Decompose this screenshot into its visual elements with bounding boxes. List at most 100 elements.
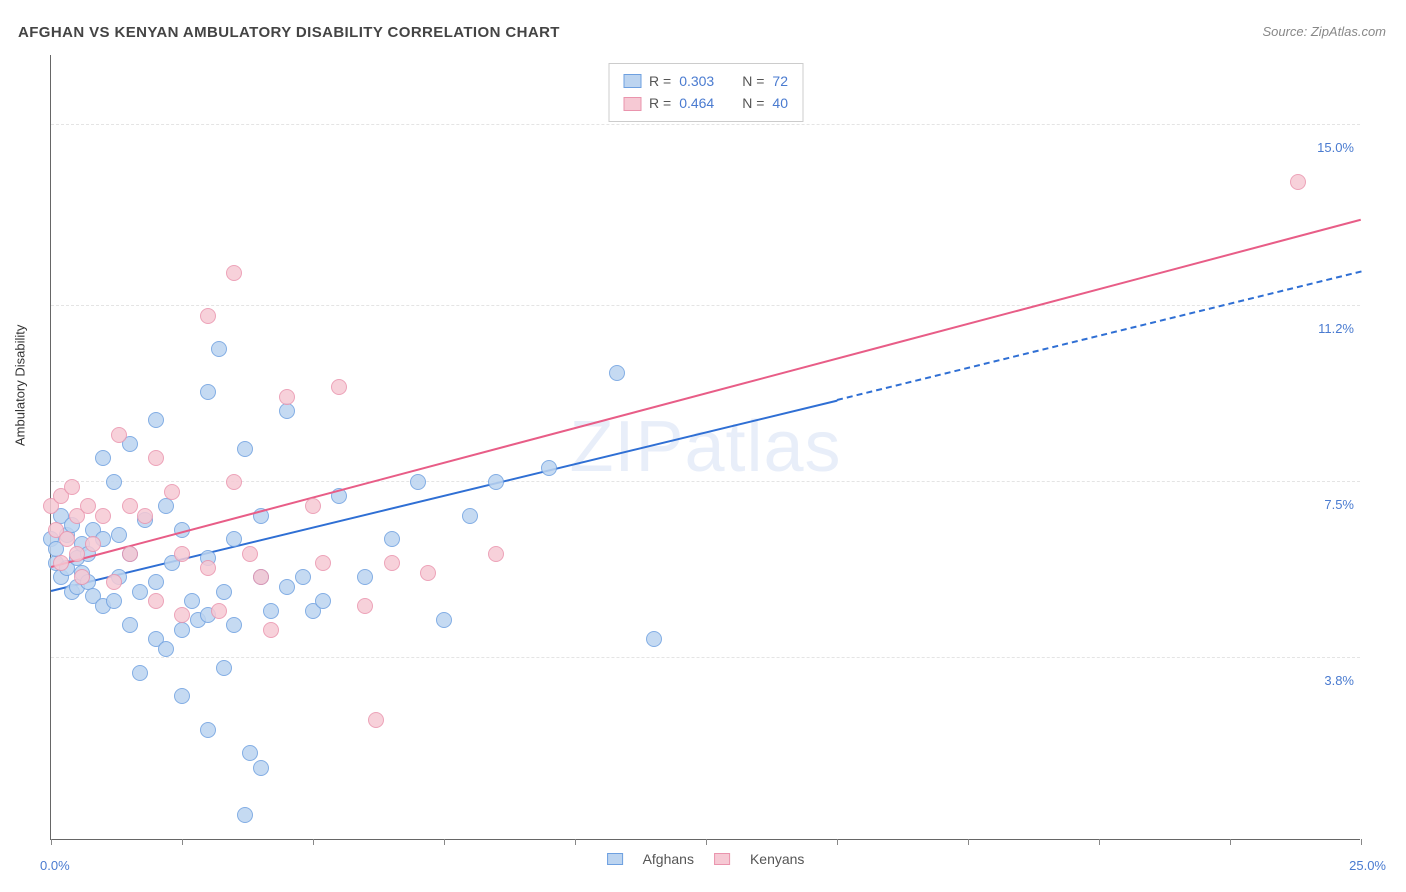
x-tick	[444, 839, 445, 845]
data-point	[80, 498, 96, 514]
data-point	[305, 498, 321, 514]
y-axis-label: Ambulatory Disability	[13, 325, 28, 446]
legend-n-key: N =	[742, 70, 764, 92]
legend-row: R =0.464N =40	[623, 92, 788, 114]
data-point	[200, 722, 216, 738]
x-tick	[313, 839, 314, 845]
data-point	[226, 617, 242, 633]
data-point	[253, 760, 269, 776]
data-point	[279, 403, 295, 419]
data-point	[106, 593, 122, 609]
chart-title: AFGHAN VS KENYAN AMBULATORY DISABILITY C…	[18, 24, 560, 41]
correlation-legend: R =0.303N =72R = 0.464 N = 40	[608, 63, 803, 122]
data-point	[148, 412, 164, 428]
data-point	[85, 536, 101, 552]
data-point	[211, 603, 227, 619]
data-point	[64, 479, 80, 495]
data-point	[242, 546, 258, 562]
data-point	[315, 593, 331, 609]
data-point	[200, 560, 216, 576]
gridline	[51, 657, 1360, 658]
data-point	[137, 508, 153, 524]
data-point	[174, 622, 190, 638]
data-point	[237, 807, 253, 823]
legend-swatch	[607, 853, 623, 865]
x-tick	[575, 839, 576, 845]
x-tick	[1361, 839, 1362, 845]
data-point	[148, 574, 164, 590]
data-point	[106, 474, 122, 490]
data-point	[74, 569, 90, 585]
data-point	[242, 745, 258, 761]
data-point	[174, 546, 190, 562]
data-point	[263, 603, 279, 619]
data-point	[174, 607, 190, 623]
data-point	[226, 531, 242, 547]
x-tick	[51, 839, 52, 845]
data-point	[237, 441, 253, 457]
data-point	[122, 498, 138, 514]
data-point	[174, 688, 190, 704]
data-point	[95, 450, 111, 466]
data-point	[436, 612, 452, 628]
data-point	[384, 555, 400, 571]
legend-label: Afghans	[643, 851, 694, 867]
x-tick	[182, 839, 183, 845]
chart-container: AFGHAN VS KENYAN AMBULATORY DISABILITY C…	[0, 0, 1406, 892]
data-point	[331, 379, 347, 395]
x-tick	[968, 839, 969, 845]
data-point	[111, 427, 127, 443]
data-point	[53, 555, 69, 571]
data-point	[357, 598, 373, 614]
data-point	[357, 569, 373, 585]
data-point	[184, 593, 200, 609]
legend-row: R =0.303N =72	[623, 70, 788, 92]
data-point	[488, 546, 504, 562]
data-point	[132, 665, 148, 681]
data-point	[295, 569, 311, 585]
legend-swatch	[623, 74, 641, 88]
legend-n-value: 40	[772, 92, 788, 114]
data-point	[315, 555, 331, 571]
data-point	[226, 265, 242, 281]
data-point	[122, 617, 138, 633]
data-point	[368, 712, 384, 728]
data-point	[158, 641, 174, 657]
data-point	[211, 341, 227, 357]
data-point	[1290, 174, 1306, 190]
gridline	[51, 481, 1360, 482]
x-tick	[837, 839, 838, 845]
data-point	[200, 308, 216, 324]
data-point	[420, 565, 436, 581]
data-point	[226, 474, 242, 490]
legend-r-value: 0.464	[679, 92, 714, 114]
y-tick-label: 11.2%	[1318, 321, 1354, 336]
data-point	[216, 660, 232, 676]
data-point	[200, 384, 216, 400]
data-point	[148, 593, 164, 609]
legend-r-key: R =	[649, 92, 671, 114]
x-tick	[706, 839, 707, 845]
x-axis-max-label: 25.0%	[1349, 858, 1386, 873]
data-point	[148, 450, 164, 466]
data-point	[253, 569, 269, 585]
legend-swatch	[714, 853, 730, 865]
data-point	[216, 584, 232, 600]
data-point	[609, 365, 625, 381]
legend-label: Kenyans	[750, 851, 804, 867]
y-tick-label: 15.0%	[1317, 140, 1354, 155]
data-point	[488, 474, 504, 490]
data-point	[279, 579, 295, 595]
plot-area: ZIPatlas R =0.303N =72R =0.464N =40 Afgh…	[50, 55, 1360, 840]
data-point	[410, 474, 426, 490]
series-legend: Afghans Kenyans	[607, 851, 805, 867]
data-point	[106, 574, 122, 590]
data-point	[384, 531, 400, 547]
legend-swatch	[623, 97, 641, 111]
y-tick-label: 3.8%	[1324, 673, 1354, 688]
data-point	[263, 622, 279, 638]
data-point	[462, 508, 478, 524]
y-tick-label: 7.5%	[1324, 497, 1354, 512]
data-point	[646, 631, 662, 647]
x-tick	[1230, 839, 1231, 845]
